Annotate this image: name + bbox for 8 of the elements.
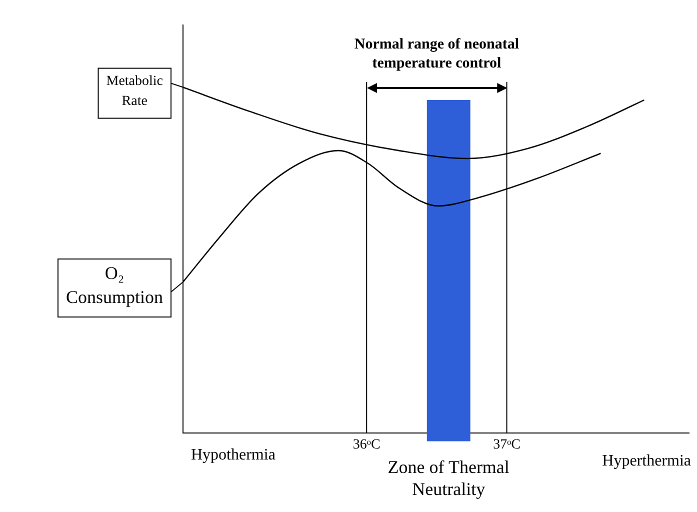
x-tick-label: 37ᵒC — [493, 437, 520, 452]
band-label: Zone of Thermal Neutrality — [388, 456, 510, 499]
legend-label: O₂ Consumption — [66, 262, 163, 307]
legend-label: Metabolic Rate — [106, 74, 164, 109]
chart-title: Normal range of neonatal temperature control — [354, 36, 519, 72]
text: Hyperthermia — [602, 452, 691, 470]
x-tick-label: 36ᵒC — [352, 437, 380, 452]
text: Hypothermia — [191, 446, 276, 464]
